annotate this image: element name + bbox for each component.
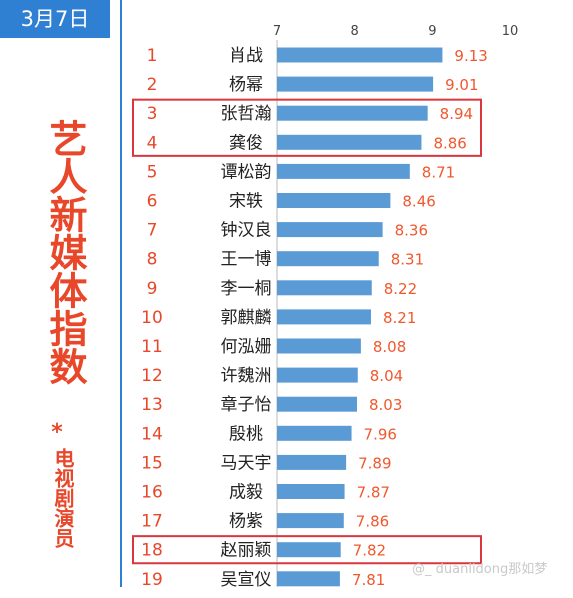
value-label: 7.96 [364,425,397,443]
bar [277,454,347,470]
value-label: 8.46 [402,193,435,211]
category-label: 王一博 [221,250,272,270]
category-label: 许魏洲 [221,366,272,386]
category-label: 赵丽颖 [221,541,272,561]
bar [277,367,358,383]
bar [277,338,361,354]
value-label: 8.94 [440,105,473,123]
rank-label: 9 [147,279,158,299]
rank-label: 10 [141,308,163,328]
category-label: 杨紫 [229,512,263,532]
value-label: 7.86 [356,513,389,531]
value-label: 7.87 [357,484,390,502]
value-label: 8.22 [384,280,417,298]
bar [277,105,428,121]
value-label: 8.86 [433,134,466,152]
bar [277,513,344,529]
value-label: 7.81 [352,571,385,587]
left-title-panel: 3月7日 艺人新媒体指数 * 电视剧演员 [0,0,122,587]
rank-label: 17 [141,512,163,532]
rank-label: 11 [141,337,163,357]
category-label: 杨幂 [229,75,263,95]
bar [277,280,372,296]
category-label: 张哲瀚 [221,104,272,124]
value-label: 8.08 [373,338,406,356]
category-label: 龚俊 [229,133,263,153]
rank-label: 7 [147,221,158,241]
bar [277,163,410,179]
chart-subtitle: 电视剧演员 [51,448,75,548]
category-label: 成毅 [229,483,263,503]
bar [277,571,340,587]
category-label: 殷桃 [229,424,263,444]
bar [277,396,357,412]
category-label: 宋轶 [229,192,263,212]
x-tick-label: 7 [273,24,281,39]
highlight-box [132,535,482,565]
rank-label: 13 [141,395,163,415]
category-label: 吴宣仪 [221,570,272,587]
category-label: 谭松韵 [221,162,272,182]
bar [277,76,434,92]
value-label: 8.31 [391,251,424,269]
rank-label: 2 [147,75,158,95]
rank-label: 15 [141,453,163,473]
rank-label: 18 [141,541,163,561]
value-label: 8.04 [370,367,403,385]
rank-label: 19 [141,570,163,587]
title-asterisk: * [51,420,63,445]
rank-label: 6 [147,192,158,212]
rank-label: 5 [147,162,158,182]
bar [277,251,379,267]
value-label: 8.21 [383,309,416,327]
rank-label: 16 [141,483,163,503]
category-label: 章子怡 [221,395,272,415]
bar [277,425,352,441]
bar [277,193,391,208]
chart-title: 艺人新媒体指数 [43,119,87,385]
bar [277,484,345,499]
category-label: 郭麒麟 [221,308,272,328]
x-tick-label: 9 [428,24,436,39]
category-label: 何泓姗 [221,337,272,357]
value-label: 7.82 [353,542,386,560]
value-label: 7.89 [358,454,391,472]
category-label: 钟汉良 [221,221,272,241]
watermark: @_ duanlidong那如梦 [412,562,548,577]
rank-label: 8 [147,250,158,270]
rank-label: 14 [141,424,163,444]
category-label: 李一桐 [221,279,272,299]
x-tick-label: 10 [502,24,519,39]
value-label: 8.71 [422,163,455,181]
rank-label: 1 [147,46,158,66]
bar [277,309,371,325]
date-badge: 3月7日 [0,0,110,38]
value-label: 9.01 [445,76,478,94]
category-label: 肖战 [229,46,263,66]
bar [277,134,422,150]
bar [277,47,443,63]
highlight-box [132,98,482,157]
rank-label: 4 [147,133,158,153]
rank-label: 12 [141,366,163,386]
x-tick-label: 8 [351,24,359,39]
rank-label: 3 [147,104,158,124]
category-label: 马天宇 [221,453,272,473]
value-label: 8.03 [369,396,402,414]
value-label: 9.13 [454,47,487,65]
value-label: 8.36 [395,222,428,240]
bar [277,542,341,558]
bar [277,222,383,238]
